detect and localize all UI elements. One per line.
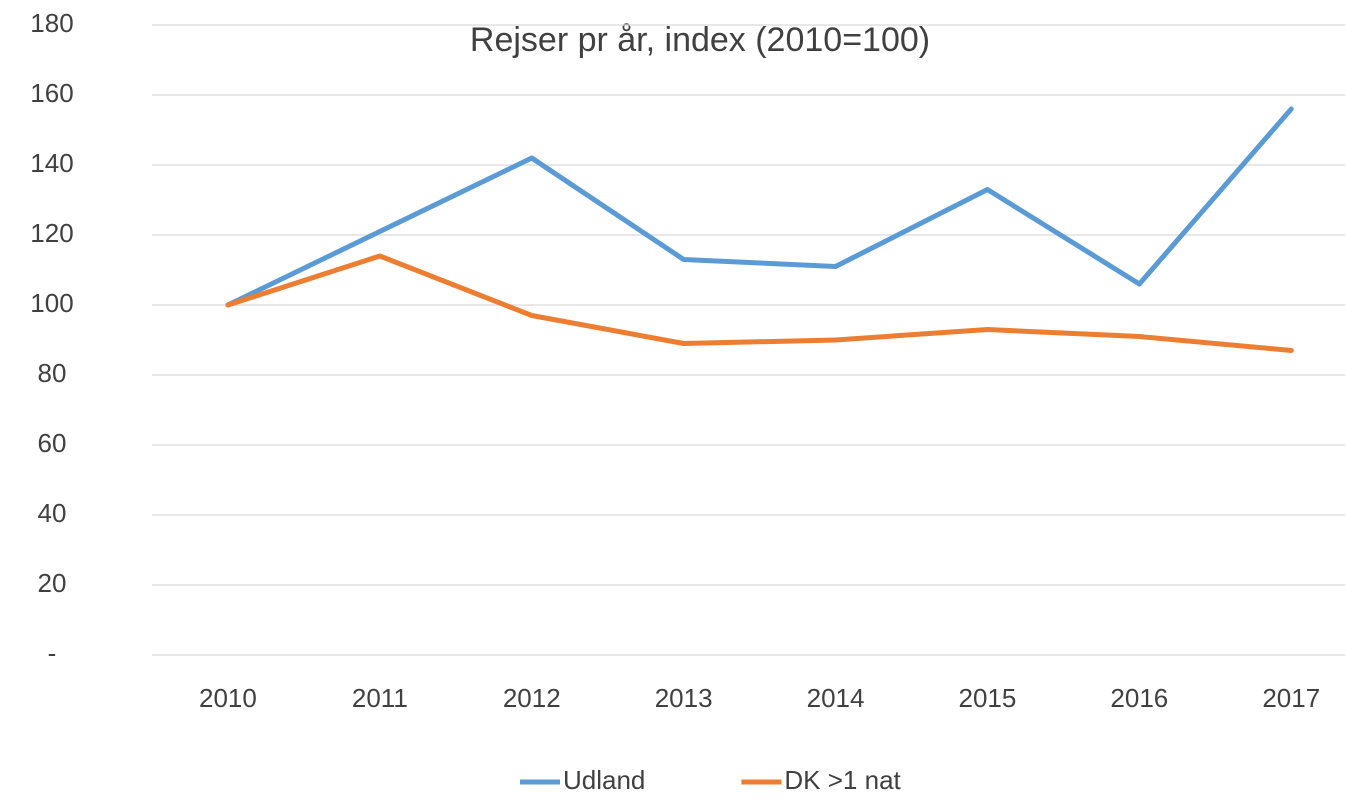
y-tick-label: 120: [30, 218, 73, 248]
x-tick-label: 2016: [1110, 683, 1168, 713]
x-tick-label: 2014: [807, 683, 865, 713]
y-tick-label: 60: [38, 428, 67, 458]
x-tick-label: 2011: [352, 683, 408, 713]
x-tick-label: 2010: [199, 683, 257, 713]
legend-label: Udland: [563, 765, 645, 795]
series-line: [225, 253, 1294, 353]
x-tick-label: 2015: [959, 683, 1017, 713]
y-tick-label: 140: [30, 148, 73, 178]
series-line: [225, 106, 1294, 308]
x-tick-label: 2017: [1262, 683, 1320, 713]
y-tick-label: 40: [38, 498, 67, 528]
y-tick-label: 180: [30, 8, 73, 38]
chart-title: Rejser pr år, index (2010=100): [470, 21, 930, 59]
y-tick-label: 100: [30, 288, 73, 318]
y-tick-label: 20: [38, 568, 67, 598]
y-tick-label: 160: [30, 78, 73, 108]
y-tick-label: 80: [38, 358, 67, 388]
x-tick-label: 2013: [655, 683, 713, 713]
x-tick-label: 2012: [503, 683, 561, 713]
legend-label: DK >1 nat: [784, 765, 901, 795]
y-tick-label: -: [48, 638, 57, 668]
